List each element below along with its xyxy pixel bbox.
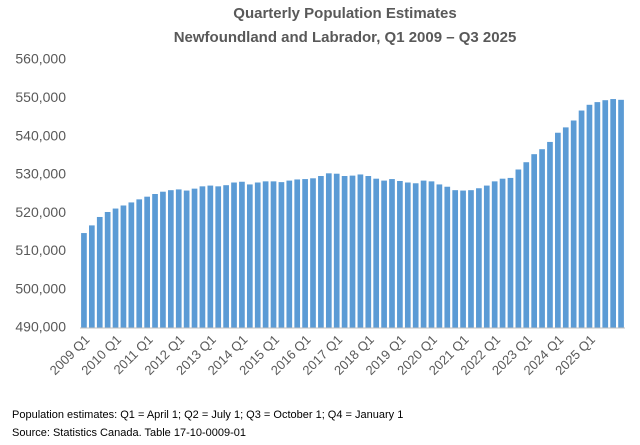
bar [381, 180, 387, 328]
bar [586, 104, 593, 329]
bar [160, 191, 166, 328]
bar [397, 180, 403, 328]
bar [262, 181, 269, 328]
bar [286, 180, 293, 328]
bar [507, 177, 514, 328]
bar [302, 179, 308, 328]
bar [460, 190, 466, 328]
bar [318, 176, 324, 328]
bar [444, 186, 451, 328]
bar [223, 185, 229, 328]
y-tick-label: 540,000 [15, 127, 66, 143]
bar [120, 205, 127, 328]
bar [325, 173, 332, 328]
bar [175, 189, 182, 328]
bar [144, 196, 150, 328]
bar [452, 190, 459, 328]
bar [515, 169, 522, 328]
bar [333, 173, 340, 328]
source-note: Source: Statistics Canada. Table 17-10-0… [12, 427, 246, 439]
bar [570, 120, 577, 329]
bar [89, 225, 95, 328]
bar [531, 154, 538, 328]
bar [349, 175, 356, 328]
bar [547, 141, 553, 328]
bar [618, 99, 624, 329]
bar [555, 132, 561, 328]
bar [254, 182, 261, 328]
bar [341, 176, 348, 328]
y-tick-label: 560,000 [15, 51, 66, 67]
bar [602, 100, 609, 328]
bar [562, 127, 569, 328]
bar [270, 181, 277, 328]
y-tick-label: 500,000 [15, 280, 66, 296]
bar [594, 102, 601, 328]
bar [152, 194, 158, 328]
bar [523, 162, 530, 328]
bar [476, 188, 482, 328]
bar [246, 184, 253, 328]
bar [389, 179, 395, 328]
bar [294, 179, 301, 328]
chart-title: Quarterly Population Estimates [233, 5, 456, 22]
bar [491, 181, 498, 328]
bar [128, 202, 135, 328]
y-tick-label: 510,000 [15, 242, 66, 258]
bar [365, 176, 372, 328]
bar [404, 182, 411, 328]
y-tick-label: 490,000 [15, 319, 66, 335]
y-tick-label: 550,000 [15, 89, 66, 105]
bar [310, 178, 316, 328]
bar [499, 178, 506, 328]
bar [578, 110, 585, 328]
bar [207, 185, 214, 328]
bar [428, 181, 435, 328]
footnote: Population estimates: Q1 = April 1; Q2 =… [12, 409, 403, 421]
bar [436, 184, 443, 328]
bar [420, 180, 427, 328]
bar [112, 208, 119, 328]
bar [183, 190, 190, 328]
bar [215, 186, 222, 328]
bar [136, 199, 143, 328]
bar [278, 182, 285, 328]
bar [610, 99, 616, 329]
bar [199, 186, 206, 328]
bar [231, 182, 237, 328]
bar [239, 181, 245, 328]
bar [167, 190, 174, 328]
bar [81, 233, 87, 328]
bar [96, 216, 103, 328]
chart-subtitle: Newfoundland and Labrador, Q1 2009 – Q3 … [174, 29, 517, 46]
bar [412, 183, 419, 328]
bar [373, 178, 380, 328]
y-tick-label: 530,000 [15, 166, 66, 182]
bar [539, 149, 545, 328]
bar [483, 185, 490, 328]
bar [104, 211, 111, 328]
bar [357, 174, 364, 328]
y-tick-label: 520,000 [15, 204, 66, 220]
bar [191, 188, 198, 328]
bar [468, 190, 474, 328]
